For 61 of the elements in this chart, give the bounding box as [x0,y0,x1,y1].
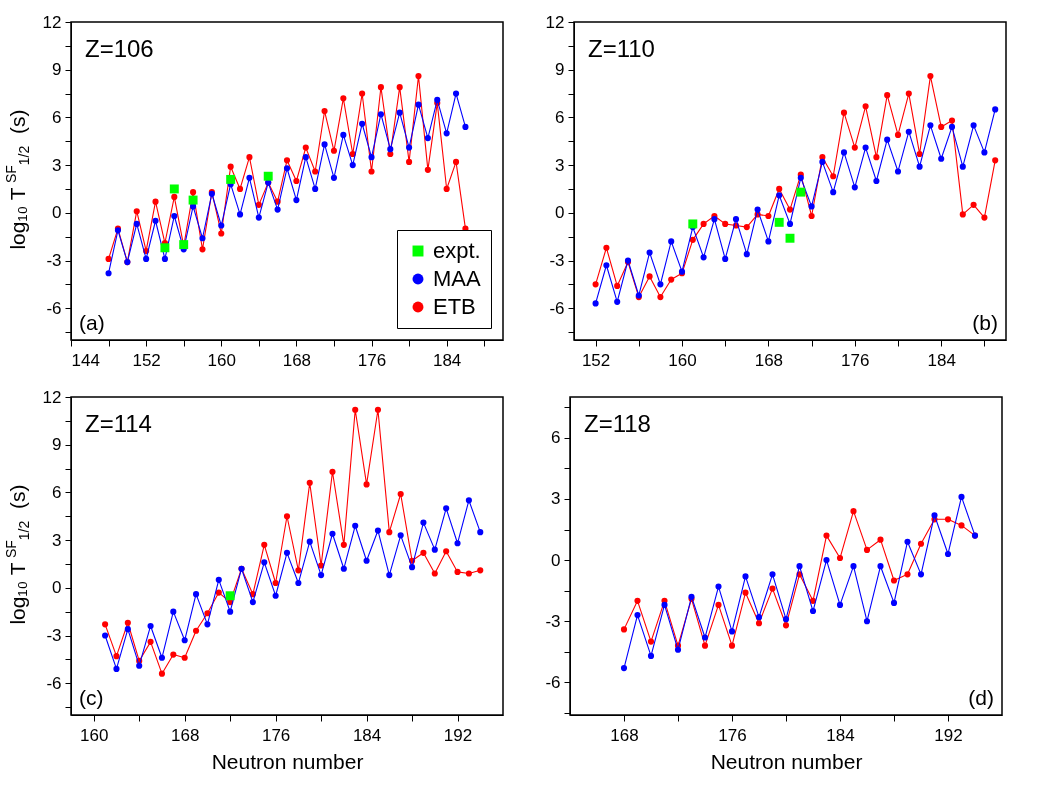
y-tick-label: 6 [551,428,561,448]
y-axis-title: log₁₀ TSF1/2 (s) [3,484,32,625]
y-tick-label: -3 [46,251,62,270]
y-tick-label: 3 [52,530,62,550]
y-tick-label: 3 [551,489,561,509]
x-axis-title: Neutron number [211,749,364,773]
legend-label: MAA [433,266,481,291]
annotation: (c) [79,686,104,709]
x-tick-label: 160 [80,725,109,745]
annotation: (d) [968,686,994,709]
x-tick-label: 168 [171,725,200,745]
y-tick-label: 12 [42,12,62,32]
y-tick-label: 3 [555,155,565,175]
x-tick-label: 176 [718,725,747,745]
y-tick-label: 9 [555,60,565,80]
x-tick-label: 176 [841,350,870,370]
annotation: Z=110 [588,35,655,62]
y-axis-title: log₁₀ TSF1/2 (s) [3,109,32,250]
x-tick-label: 192 [443,725,473,745]
y-tick-label: 6 [555,107,565,127]
y-tick-label: 12 [42,387,62,407]
y-tick-label: -6 [549,298,565,318]
annotation: (b) [972,311,998,334]
annotation: Z=118 [584,410,651,437]
y-tick-label: 9 [52,60,62,80]
x-tick-label: 184 [432,350,462,370]
x-tick-label: 176 [261,725,291,745]
x-tick-label: 176 [357,350,387,370]
x-axis-title: Neutron number [710,749,863,773]
annotation: Z=106 [85,35,154,62]
y-tick-label: -6 [46,673,62,693]
x-tick-label: 184 [352,725,382,745]
x-tick-label: 168 [754,350,784,370]
x-tick-label: 168 [610,725,639,745]
annotation: Z=114 [85,410,152,437]
x-tick-label: 160 [668,350,697,370]
y-tick-label: 6 [52,107,62,127]
y-tick-label: 12 [545,12,565,32]
y-tick-label: 0 [551,550,561,570]
x-tick-label: 152 [132,350,161,370]
y-tick-label: 0 [555,203,565,223]
y-tick-label: -3 [549,251,565,270]
y-tick-label: 0 [52,578,62,598]
y-tick-label: 6 [52,482,62,502]
x-tick-label: 144 [71,350,100,370]
x-tick-label: 168 [282,350,312,370]
y-tick-label: -3 [545,611,561,631]
legend-label: expt. [433,238,481,263]
y-tick-label: -3 [46,626,62,645]
y-tick-label: 9 [52,435,62,455]
y-tick-label: 0 [52,203,62,223]
annotation: (a) [79,311,105,334]
x-tick-label: 184 [927,350,956,370]
y-tick-label: 3 [52,155,62,175]
y-tick-label: -6 [545,672,561,692]
x-tick-label: 160 [207,350,236,370]
legend-label: ETB [433,294,476,319]
x-tick-label: 192 [934,725,963,745]
x-tick-label: 152 [581,350,611,370]
x-tick-label: 184 [826,725,855,745]
y-tick-label: -6 [46,298,62,318]
